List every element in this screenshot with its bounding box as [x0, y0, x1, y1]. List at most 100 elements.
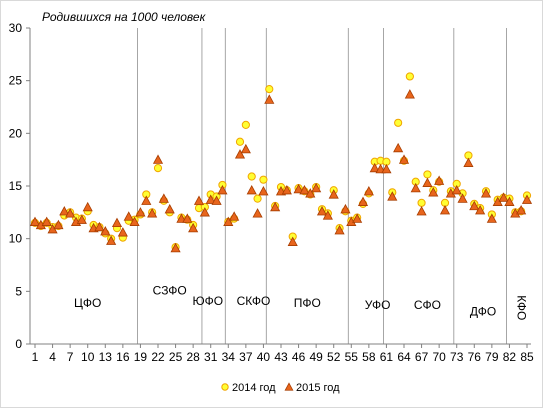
x-tick-label: 7: [67, 350, 74, 364]
point-2015: [164, 203, 175, 214]
point-2015: [504, 196, 515, 206]
x-tick-label: 46: [292, 350, 306, 364]
point-2015: [193, 195, 205, 205]
point-2015: [404, 89, 415, 99]
point-2015: [305, 188, 316, 198]
point-2015: [65, 208, 76, 218]
point-2015: [158, 193, 169, 203]
x-tick-label: 40: [257, 350, 271, 364]
point-2015: [100, 226, 111, 236]
point-2015: [111, 217, 123, 228]
point-2015: [170, 242, 181, 253]
x-tick-label: 37: [239, 350, 253, 364]
point-2015: [188, 222, 199, 233]
point-2014: [241, 120, 250, 130]
x-tick-label: 43: [274, 350, 288, 364]
point-2015: [223, 216, 234, 226]
point-2015: [475, 204, 486, 215]
point-2015: [117, 227, 128, 237]
district-separators: [137, 28, 507, 344]
y-tick-label: 10: [9, 232, 23, 246]
point-2015: [393, 142, 404, 153]
point-2015: [82, 201, 93, 212]
x-tick-label: 49: [309, 350, 323, 364]
x-tick-label: 70: [432, 350, 446, 364]
x-tick-label: 31: [204, 350, 218, 364]
point-2015: [463, 157, 474, 167]
x-tick-label: 58: [362, 350, 376, 364]
point-2015: [287, 236, 298, 246]
x-tick-label: 16: [116, 350, 130, 364]
district-labels: ЦФО СЗФО ЮФО СКФО ПФО УФО СФО ДФО КФО: [74, 283, 529, 320]
district-label: СФО: [414, 298, 441, 312]
district-label: УФО: [365, 298, 391, 312]
point-2015: [106, 235, 117, 245]
x-tick-label: 67: [415, 350, 429, 364]
point-2015: [410, 182, 421, 193]
y-tick-label: 0: [15, 337, 22, 351]
data-points: [29, 72, 533, 253]
point-2015: [94, 221, 105, 232]
point-2015: [381, 163, 392, 174]
point-2015: [123, 211, 134, 221]
x-tick-label: 28: [186, 350, 200, 364]
point-2015: [416, 206, 427, 216]
point-2015: [340, 203, 351, 214]
x-tick-label: 55: [345, 350, 359, 364]
point-2015: [205, 194, 216, 204]
point-2015: [152, 154, 164, 164]
district-label: СЗФО: [153, 283, 187, 297]
point-2015: [457, 193, 468, 203]
y-axis-label: Родившихся на 1000 человек: [42, 10, 207, 24]
district-label: ПФО: [294, 296, 321, 310]
x-tick-label: 52: [327, 350, 341, 364]
district-label: КФО: [515, 295, 529, 320]
y-tick-label: 30: [9, 21, 23, 35]
x-tick-label: 22: [151, 350, 165, 364]
point-2014: [247, 172, 256, 181]
point-2015: [516, 204, 527, 215]
point-2015: [357, 196, 369, 206]
x-tick-label: 85: [520, 350, 534, 364]
x-tick-label: 19: [134, 350, 148, 364]
point-2015: [29, 216, 41, 226]
y-tick-label: 20: [9, 126, 23, 140]
point-2015: [147, 208, 158, 218]
point-2015: [352, 213, 363, 223]
x-tick-label: 13: [99, 350, 113, 364]
x-tick-label: 76: [468, 350, 482, 364]
point-2015: [240, 143, 251, 154]
point-2015: [211, 195, 222, 205]
point-2015: [182, 213, 193, 223]
point-2015: [316, 206, 328, 216]
point-2014: [235, 137, 245, 146]
x-tick-label: 61: [380, 350, 394, 364]
point-2015: [41, 216, 52, 226]
point-2015: [270, 201, 281, 212]
point-2015: [311, 182, 322, 193]
point-2015: [363, 186, 374, 196]
point-2015: [199, 207, 210, 217]
point-2015: [76, 214, 87, 224]
point-2015: [498, 192, 509, 202]
point-2015: [521, 194, 533, 204]
x-tick-label: 64: [397, 350, 411, 364]
point-2015: [451, 184, 462, 195]
point-2015: [293, 183, 304, 194]
point-2015: [217, 184, 228, 195]
point-2015: [439, 204, 451, 215]
point-2014: [259, 175, 268, 184]
legend: 2014 год 2015 год: [221, 382, 340, 394]
y-tick-label: 5: [15, 284, 22, 298]
point-2014: [405, 72, 414, 81]
point-2015: [387, 191, 398, 201]
point-2015: [141, 195, 152, 205]
district-label: ДФО: [470, 305, 496, 319]
point-2015: [246, 184, 257, 195]
x-tick-label: 4: [49, 350, 56, 364]
y-tick-label: 15: [9, 179, 23, 193]
point-2015: [299, 184, 310, 195]
